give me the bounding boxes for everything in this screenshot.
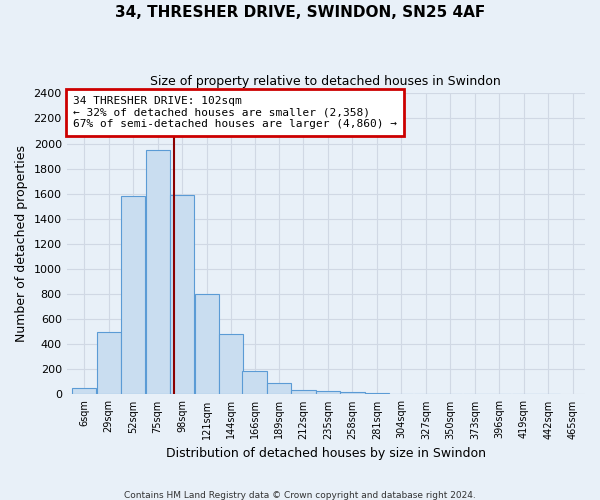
Bar [146, 150, 170, 394]
Text: 34, THRESHER DRIVE, SWINDON, SN25 4AF: 34, THRESHER DRIVE, SWINDON, SN25 4AF [115, 5, 485, 20]
Bar [340, 392, 365, 394]
Text: 34 THRESHER DRIVE: 102sqm
← 32% of detached houses are smaller (2,358)
67% of se: 34 THRESHER DRIVE: 102sqm ← 32% of detac… [73, 96, 397, 129]
X-axis label: Distribution of detached houses by size in Swindon: Distribution of detached houses by size … [166, 447, 486, 460]
Bar [365, 392, 389, 394]
Text: Contains HM Land Registry data © Crown copyright and database right 2024.: Contains HM Land Registry data © Crown c… [124, 490, 476, 500]
Bar [219, 334, 243, 394]
Bar [316, 392, 340, 394]
Title: Size of property relative to detached houses in Swindon: Size of property relative to detached ho… [151, 75, 501, 88]
Bar [170, 195, 194, 394]
Bar [121, 196, 145, 394]
Y-axis label: Number of detached properties: Number of detached properties [15, 146, 28, 342]
Bar [267, 383, 291, 394]
Bar [242, 370, 266, 394]
Bar [97, 332, 121, 394]
Bar [194, 294, 219, 394]
Bar [72, 388, 97, 394]
Bar [292, 390, 316, 394]
